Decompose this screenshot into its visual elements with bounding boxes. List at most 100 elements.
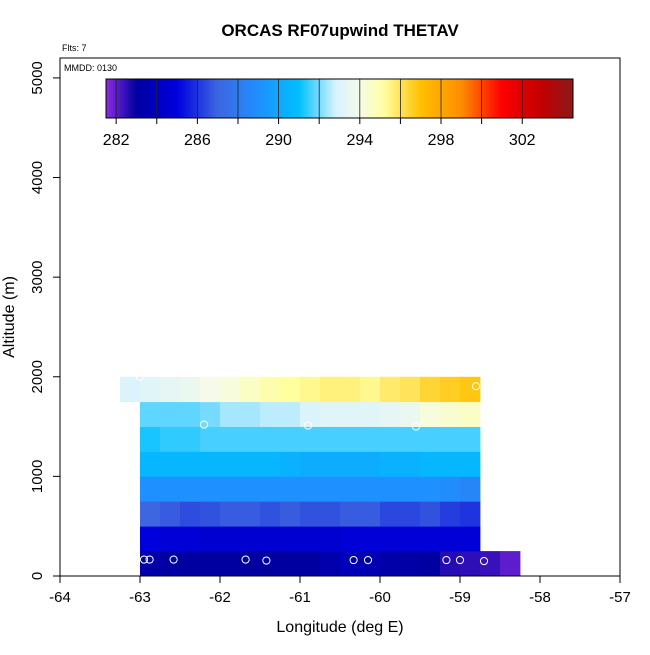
heatmap-cell <box>160 401 181 427</box>
heatmap-cell <box>420 476 441 502</box>
colorbar-frame <box>105 78 574 119</box>
heatmap-cell <box>460 401 481 427</box>
heatmap-cell <box>420 426 441 452</box>
heatmap-cell <box>420 501 441 527</box>
heatmap-cell <box>380 476 401 502</box>
heatmap-cell <box>460 451 481 477</box>
heatmap-cell <box>160 376 181 403</box>
heatmap-cell <box>440 426 461 452</box>
heatmap-cell <box>400 426 421 452</box>
colorbar-gradient <box>106 79 573 118</box>
flight-point <box>411 422 421 431</box>
heatmap-cell <box>380 451 401 477</box>
y-axis: 0 1000 2000 3000 4000 5000 <box>29 61 60 580</box>
heatmap-cell <box>200 551 221 577</box>
x-axis: -64 -63 -62 -61 -60 -59 -58 -57 <box>49 576 631 606</box>
heatmap-cell <box>360 376 381 403</box>
heatmap-cell <box>160 451 181 477</box>
heatmap-cell <box>440 476 461 502</box>
x-tick-label: -57 <box>609 589 631 606</box>
heatmap-cell <box>380 426 401 452</box>
heatmap-cell <box>180 526 201 552</box>
flight-point <box>479 556 489 566</box>
heatmap-cell <box>200 476 221 502</box>
heatmap-cell <box>420 526 441 552</box>
heatmap-cell <box>240 476 261 502</box>
heatmap-cell <box>220 501 241 527</box>
heatmap-cell <box>320 401 341 427</box>
heatmap-cell <box>140 526 161 552</box>
heatmap-cell <box>200 401 221 427</box>
heatmap-cell <box>140 551 161 577</box>
heatmap-cell <box>240 501 261 527</box>
heatmap-cell <box>300 501 321 527</box>
colorbar-tick-label: 298 <box>428 132 455 149</box>
heatmap-cell <box>200 501 221 527</box>
colorbar-tick-label: 286 <box>184 132 211 149</box>
heatmap-cell <box>400 376 421 403</box>
heatmap-cell <box>440 526 461 552</box>
heatmap-cell <box>380 376 401 403</box>
heatmap-cell <box>220 376 241 403</box>
heatmap-cell <box>340 551 361 577</box>
heatmap-cell <box>280 526 301 552</box>
heatmap-cell <box>200 526 221 552</box>
heatmap-cell <box>340 476 361 502</box>
heatmap-cell <box>300 526 321 552</box>
y-tick-label: 1000 <box>29 460 46 493</box>
heatmap-cell <box>280 426 301 452</box>
heatmap-cell <box>360 551 381 577</box>
heatmap-cell <box>280 476 301 502</box>
plot-frame <box>59 57 621 577</box>
heatmap-cell <box>320 501 341 527</box>
heatmap-cell <box>220 551 241 577</box>
heatmap-cell <box>300 376 321 403</box>
flight-point <box>262 556 271 565</box>
heatmap-cell <box>140 476 161 502</box>
heatmap-cell <box>300 401 321 427</box>
y-tick-label: 2000 <box>29 360 46 393</box>
heatmap-cell <box>380 551 401 577</box>
heatmap-cell <box>180 551 201 577</box>
heatmap-cell <box>480 551 501 577</box>
heatmap-cell <box>240 551 261 577</box>
heatmap-cell <box>380 401 401 427</box>
x-tick-label: -64 <box>49 589 71 606</box>
heatmap-cell <box>440 551 461 577</box>
heatmap-cell <box>140 376 161 403</box>
heatmap-cell <box>260 551 281 577</box>
heatmap-cell <box>280 551 301 577</box>
heatmap-cell <box>340 376 361 403</box>
flight-point <box>241 555 250 564</box>
date-annotation: MMDD: 0130 <box>64 63 117 73</box>
heatmap-cell <box>360 426 381 452</box>
heatmap-cell <box>400 476 421 502</box>
heatmap-cell <box>360 451 381 477</box>
heatmap-cell <box>140 426 161 452</box>
heatmap-cell <box>340 526 361 552</box>
heatmap-cell <box>320 526 341 552</box>
heatmap-cell <box>180 426 201 452</box>
heatmap-cell <box>280 451 301 477</box>
heatmap-cell <box>280 501 301 527</box>
heatmap-cell <box>400 401 421 427</box>
colorbar-tick-label: 282 <box>103 132 130 149</box>
heatmap-cell <box>220 426 241 452</box>
heatmap-cell <box>320 451 341 477</box>
flight-point <box>442 555 451 565</box>
heatmap-cell <box>160 501 181 527</box>
x-tick-label: -58 <box>529 589 551 606</box>
heatmap-cell <box>460 426 481 452</box>
y-tick-label: 5000 <box>29 61 46 94</box>
heatmap-cell <box>200 376 221 403</box>
heatmap-cell <box>320 476 341 502</box>
heatmap-cell <box>140 501 161 527</box>
heatmap-cell <box>460 551 481 577</box>
flights-annotation: Flts: 7 <box>62 43 87 53</box>
heatmap-cell <box>160 476 181 502</box>
x-axis-label: Longitude (deg E) <box>276 619 403 636</box>
heatmap-cell <box>340 501 361 527</box>
flight-point <box>145 555 154 564</box>
